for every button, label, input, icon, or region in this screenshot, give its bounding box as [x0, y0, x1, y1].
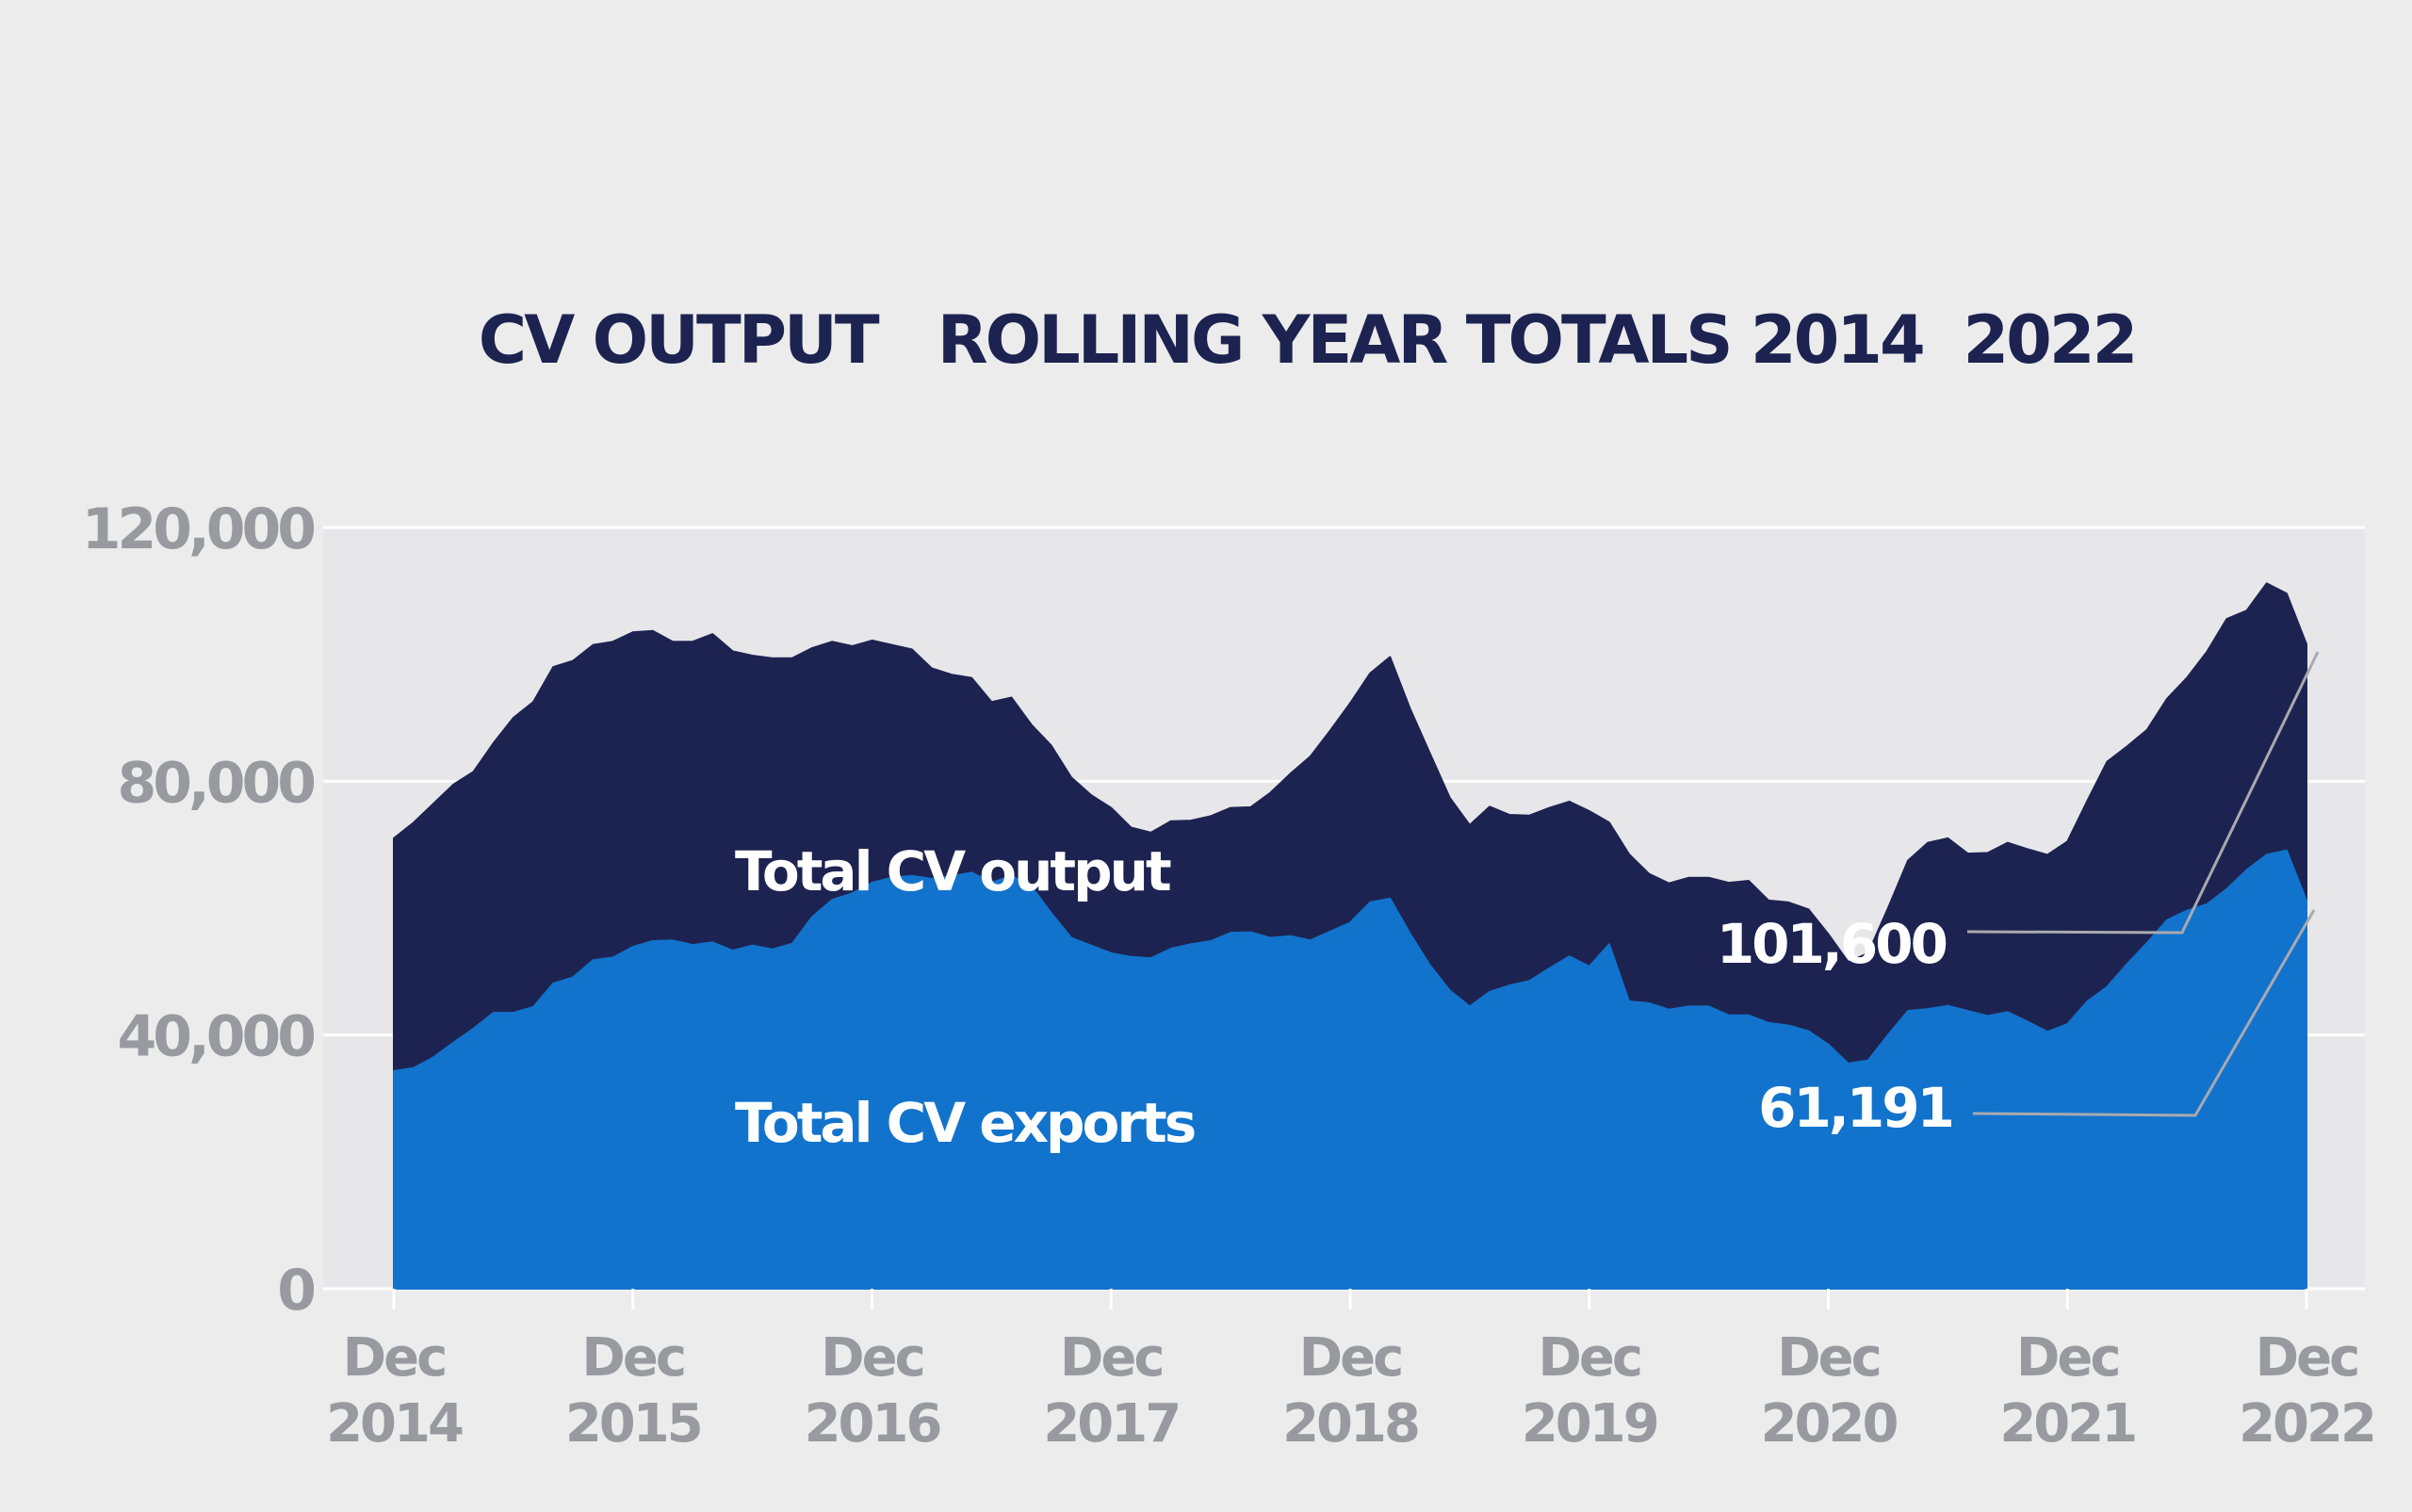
value-annotations: 101,600 61,191	[1717, 651, 2320, 1140]
label-total-cv-exports: Total CV exports	[735, 1091, 1195, 1155]
y-tick-label: 40,000	[117, 1004, 314, 1070]
leader-line-exports	[1972, 909, 2316, 1117]
value-label-exports: 61,191	[1758, 1076, 1952, 1140]
in-chart-labels: Total CV output Total CV exports	[735, 839, 1198, 1155]
x-tick-label-year: 2022	[2239, 1393, 2374, 1455]
x-tick-label-year: 2015	[565, 1393, 701, 1455]
x-tick-label-month: Dec	[343, 1327, 446, 1389]
x-tick-label-month: Dec	[1060, 1327, 1163, 1389]
y-tick-label: 80,000	[117, 750, 314, 816]
x-tick-label-year: 2016	[805, 1393, 940, 1455]
x-tick-label-month: Dec	[581, 1327, 684, 1389]
y-axis: 0 40,000 80,000 120,000	[82, 496, 318, 1324]
x-tick-label-month: Dec	[821, 1327, 923, 1389]
y-tick-label: 0	[277, 1258, 314, 1324]
y-tick-label: 120,000	[82, 496, 315, 562]
x-axis: Dec2014Dec2015Dec2016Dec2017Dec2018Dec20…	[326, 1289, 2377, 1455]
x-tick-label-year: 2014	[326, 1393, 463, 1455]
x-tick-label-year: 2017	[1043, 1393, 1179, 1455]
x-tick-label-year: 2018	[1282, 1393, 1418, 1455]
chart-title: CV OUTPUT ROLLING YEAR TOTALS 2014 2022	[479, 301, 2136, 379]
x-tick-label-month: Dec	[2016, 1327, 2119, 1389]
series-areas	[393, 582, 2307, 1290]
x-tick-label-month: Dec	[1777, 1327, 1880, 1389]
x-tick-label-month: Dec	[1299, 1327, 1402, 1389]
leader-line-output	[1966, 651, 2320, 935]
x-tick-label-year: 2019	[1522, 1393, 1657, 1455]
x-tick-label-month: Dec	[2256, 1327, 2358, 1389]
series-area-total-cv-exports	[393, 849, 2307, 1290]
x-tick-label-year: 2021	[1999, 1393, 2135, 1455]
x-tick-label-year: 2020	[1761, 1393, 1898, 1455]
label-total-cv-output: Total CV output	[735, 839, 1171, 903]
value-label-output: 101,600	[1717, 912, 1947, 976]
x-tick-label-month: Dec	[1538, 1327, 1640, 1389]
